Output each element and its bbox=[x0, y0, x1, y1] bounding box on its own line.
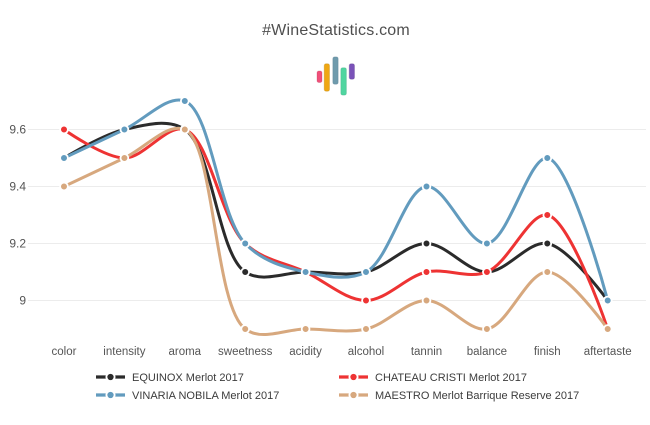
svg-text:MAESTRO Merlot Barrique Reserv: MAESTRO Merlot Barrique Reserve 2017 bbox=[375, 390, 579, 402]
svg-text:9: 9 bbox=[19, 294, 26, 308]
svg-text:EQUINOX Merlot 2017: EQUINOX Merlot 2017 bbox=[132, 372, 244, 384]
svg-text:9.6: 9.6 bbox=[9, 123, 26, 137]
svg-text:acidity: acidity bbox=[289, 346, 322, 358]
svg-text:aroma: aroma bbox=[168, 346, 201, 358]
svg-text:#WineStatistics.com: #WineStatistics.com bbox=[262, 22, 410, 39]
svg-text:finish: finish bbox=[534, 346, 561, 358]
svg-text:balance: balance bbox=[467, 346, 507, 358]
svg-text:aftertaste: aftertaste bbox=[584, 346, 632, 358]
svg-text:color: color bbox=[52, 346, 77, 358]
svg-text:alcohol: alcohol bbox=[348, 346, 384, 358]
svg-text:9.4: 9.4 bbox=[9, 180, 26, 194]
svg-text:CHATEAU CRISTI Merlot 2017: CHATEAU CRISTI Merlot 2017 bbox=[375, 372, 527, 384]
svg-text:sweetness: sweetness bbox=[218, 346, 273, 358]
svg-text:9.2: 9.2 bbox=[9, 237, 26, 251]
svg-text:intensity: intensity bbox=[103, 346, 145, 358]
svg-text:VINARIA NOBILA Merlot 2017: VINARIA NOBILA Merlot 2017 bbox=[132, 390, 279, 402]
svg-text:tannin: tannin bbox=[411, 346, 442, 358]
